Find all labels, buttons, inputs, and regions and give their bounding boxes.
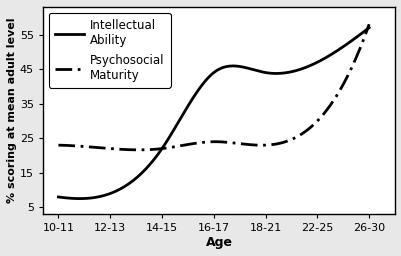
Y-axis label: % scoring at mean adult level: % scoring at mean adult level bbox=[7, 18, 17, 203]
Legend: Intellectual
Ability, Psychosocial
Maturity: Intellectual Ability, Psychosocial Matur… bbox=[49, 13, 170, 88]
X-axis label: Age: Age bbox=[205, 236, 232, 249]
